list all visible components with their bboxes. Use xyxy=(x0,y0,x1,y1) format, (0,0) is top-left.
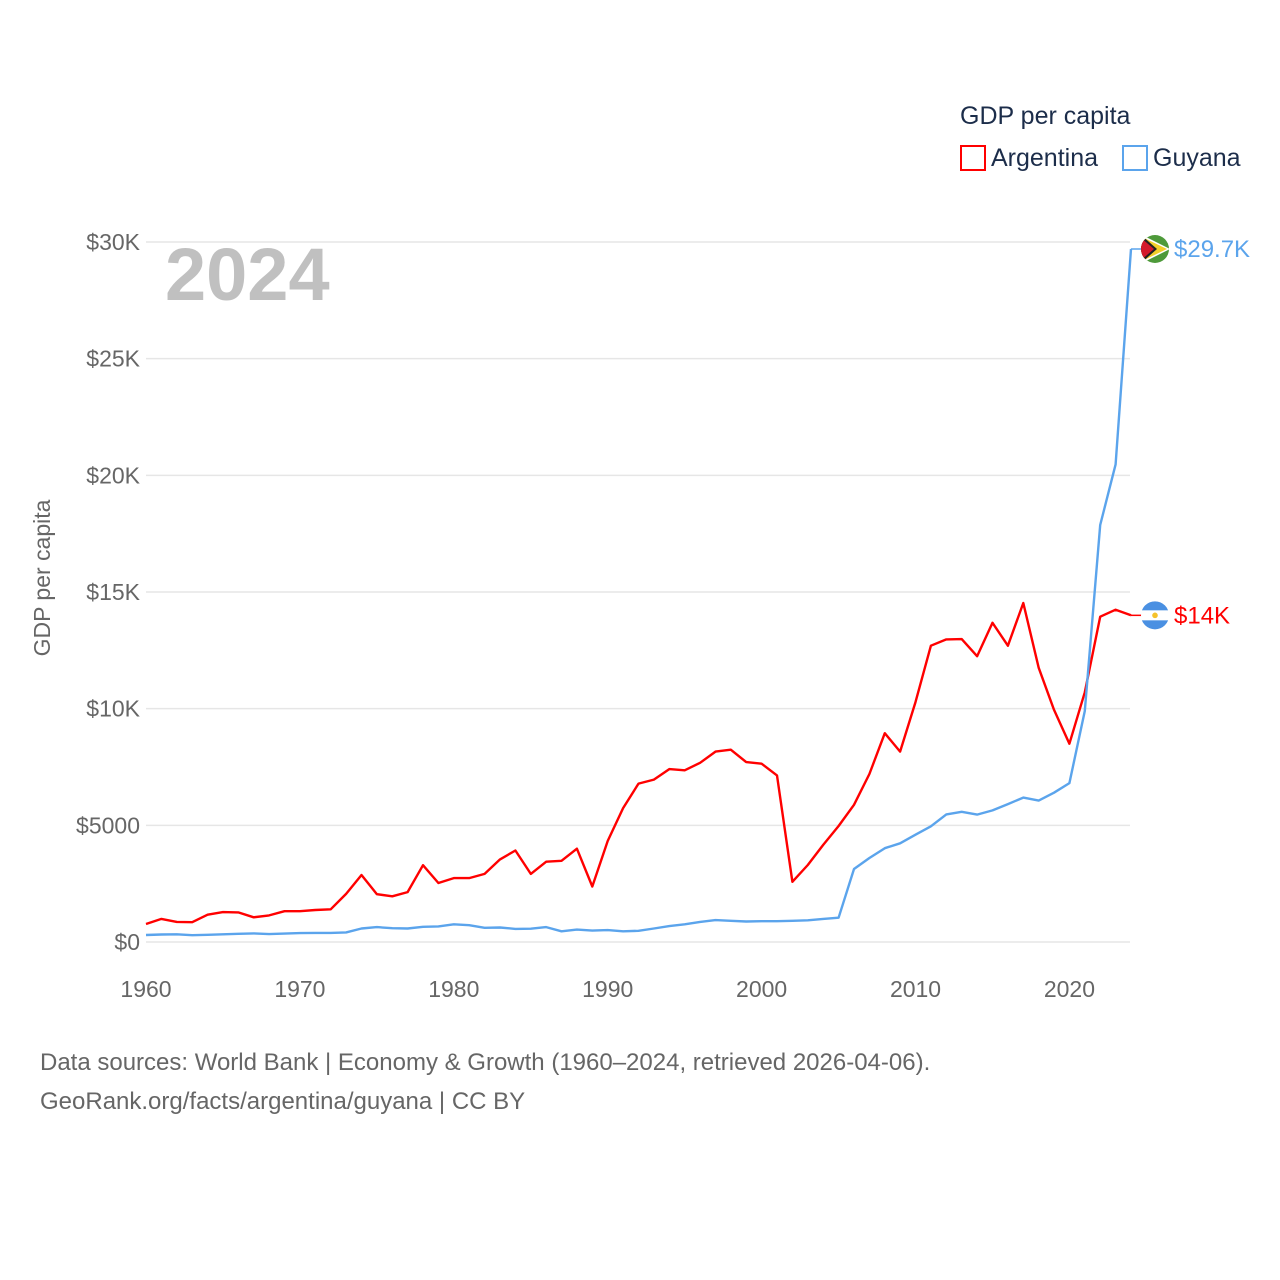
footer-sources: Data sources: World Bank | Economy & Gro… xyxy=(40,1049,931,1076)
guyana-flag-icon xyxy=(1141,235,1169,263)
y-tick-label: $15K xyxy=(86,579,140,605)
x-tick-label: 2010 xyxy=(890,976,941,1002)
footer: Data sources: World Bank | Economy & Gro… xyxy=(40,1043,930,1121)
x-tick-label: 2000 xyxy=(736,976,787,1002)
y-tick-label: $0 xyxy=(114,929,140,955)
legend-item-argentina[interactable]: Argentina xyxy=(960,144,1098,172)
y-tick-label: $30K xyxy=(86,229,140,255)
argentina-flag-icon xyxy=(1141,601,1169,630)
year-label: 2024 xyxy=(165,233,330,316)
end-value-label-guyana: $29.7K xyxy=(1174,236,1250,263)
x-tick-label: 1990 xyxy=(582,976,633,1002)
series-line-guyana xyxy=(145,248,1133,937)
y-tick-label: $25K xyxy=(86,346,140,372)
legend-swatch-argentina xyxy=(960,145,986,171)
y-tick-label: $20K xyxy=(86,462,140,488)
legend-title: GDP per capita xyxy=(960,102,1131,130)
end-value-label-argentina: $14K xyxy=(1174,602,1230,629)
y-tick-label: $5000 xyxy=(76,812,140,838)
legend-label-argentina: Argentina xyxy=(991,144,1098,172)
x-tick-label: 1970 xyxy=(274,976,325,1002)
y-tick-label: $10K xyxy=(86,696,140,722)
x-tick-label: 1960 xyxy=(120,976,171,1002)
y-axis-title: GDP per capita xyxy=(29,499,55,656)
x-tick-label: 1980 xyxy=(428,976,479,1002)
series-line-argentina xyxy=(145,601,1132,926)
footer-link[interactable]: GeoRank.org/facts/argentina/guyana | CC … xyxy=(40,1088,526,1115)
legend-swatch-guyana xyxy=(1122,145,1148,171)
legend-item-guyana[interactable]: Guyana xyxy=(1122,144,1241,172)
legend-label-guyana: Guyana xyxy=(1153,144,1241,172)
x-tick-label: 2020 xyxy=(1044,976,1095,1002)
